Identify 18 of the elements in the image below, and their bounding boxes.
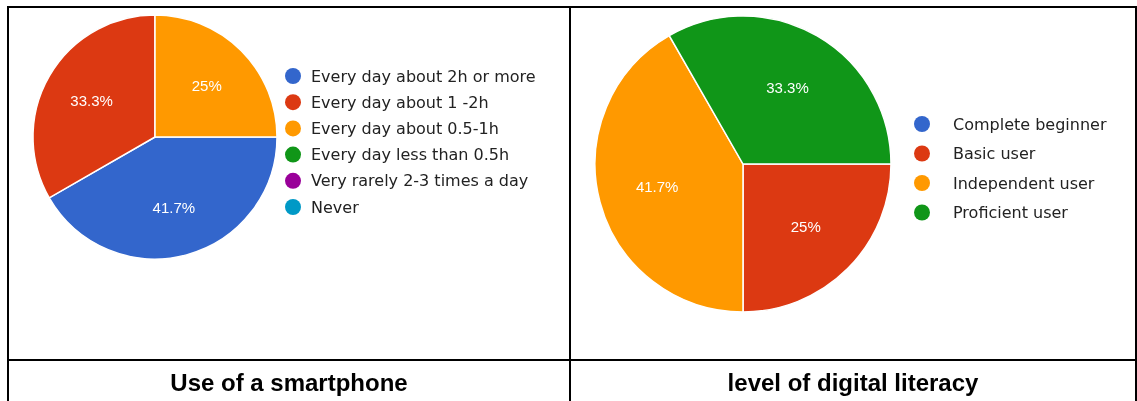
legend-label: Complete beginner bbox=[953, 114, 1107, 134]
data-label: 41.7% bbox=[152, 199, 196, 217]
legend-label: Independent user bbox=[953, 173, 1095, 193]
legend-label: Every day about 1 -2h bbox=[311, 92, 489, 112]
data-label: 25% bbox=[790, 218, 821, 236]
legend-label: Very rarely 2-3 times a day bbox=[311, 171, 529, 191]
data-label: 41.7% bbox=[635, 178, 679, 196]
legend-label: Every day less than 0.5h bbox=[311, 145, 510, 165]
legend-label: Never bbox=[311, 197, 360, 217]
text: Use of a smartphone bbox=[170, 369, 408, 396]
text: level of digital literacy bbox=[727, 369, 980, 396]
legend-label: Proficient user bbox=[953, 203, 1069, 222]
legend-label: Basic user bbox=[953, 144, 1036, 163]
data-label: 33.3% bbox=[766, 78, 809, 96]
legend-label: Every day about 2h or more bbox=[311, 66, 536, 86]
data-label: 25% bbox=[191, 76, 222, 94]
data-label: 33.3% bbox=[70, 91, 113, 109]
legend-label: Every day about 0.5-1h bbox=[311, 118, 499, 138]
